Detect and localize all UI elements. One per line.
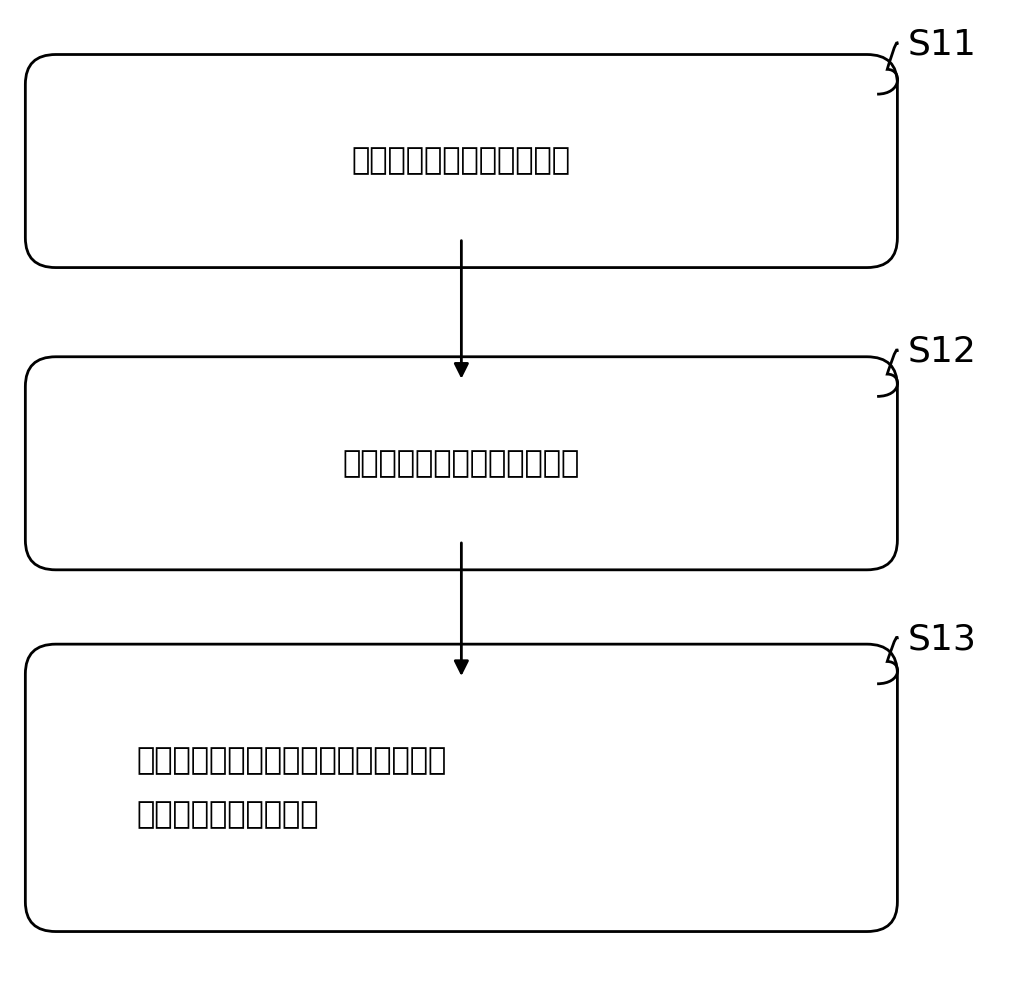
FancyBboxPatch shape [25,55,897,268]
Text: 根据反馈信息，驾驶车辆从初始位置出: 根据反馈信息，驾驶车辆从初始位置出 [137,746,447,775]
Text: S13: S13 [908,622,976,656]
Text: 发到达目标充电桩充电: 发到达目标充电桩充电 [137,801,319,829]
Text: S11: S11 [908,28,976,61]
Text: 接收从监控端发送的反馈信息: 接收从监控端发送的反馈信息 [343,449,580,478]
FancyBboxPatch shape [25,357,897,570]
Text: 向监控端发送车辆充电请求: 向监控端发送车辆充电请求 [352,147,571,175]
Text: S12: S12 [908,335,976,369]
FancyBboxPatch shape [25,644,897,932]
